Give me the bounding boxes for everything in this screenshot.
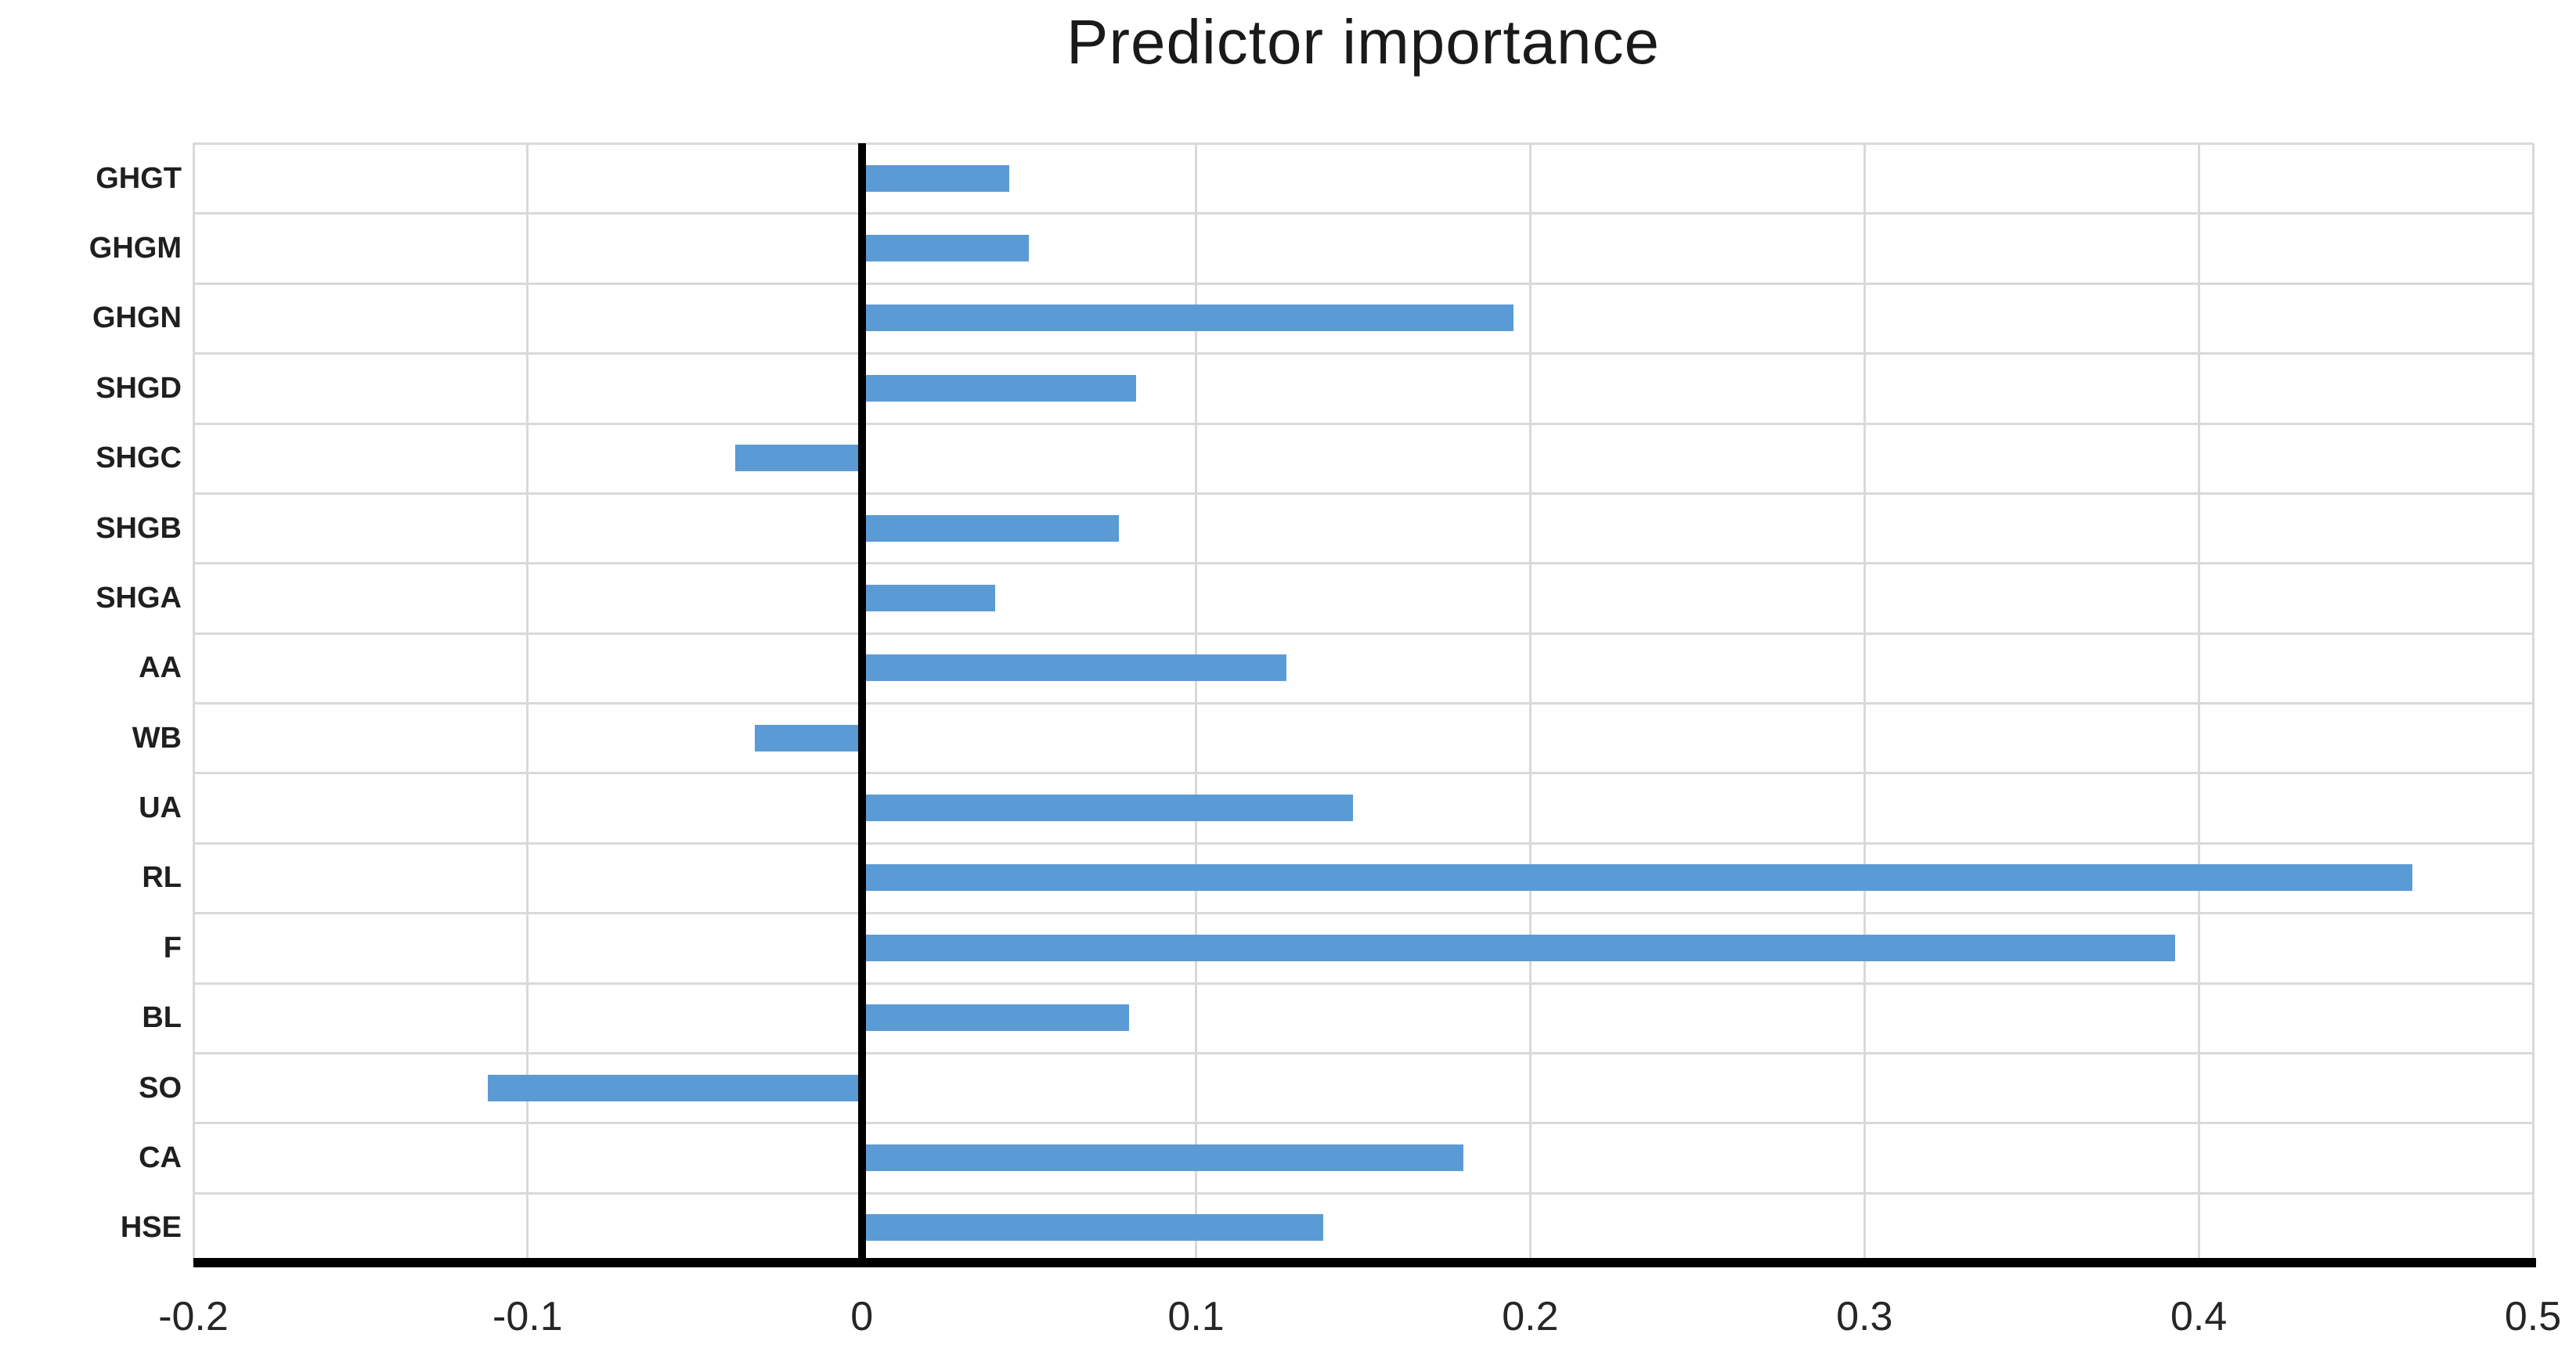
x-axis-line [193, 1258, 2536, 1267]
bar-ghgm [861, 235, 1030, 262]
x-tick-label-0: 0 [850, 1294, 874, 1339]
category-label-ghgn: GHGN [92, 301, 182, 335]
bar-rl [861, 864, 2413, 892]
x-tick-label-0.2: 0.2 [1502, 1294, 1559, 1339]
bar-ghgn [861, 305, 1514, 332]
category-label-ghgm: GHGM [88, 232, 182, 265]
horizontal-gridline [193, 492, 2533, 495]
vertical-gridline [2531, 143, 2535, 1263]
x-tick-label--0.2: -0.2 [158, 1294, 229, 1339]
bar-shgd [861, 374, 1136, 402]
vertical-gridline [1528, 143, 1532, 1263]
category-label-hse: HSE [120, 1211, 182, 1245]
bar-so [487, 1074, 862, 1101]
category-label-f: F [163, 931, 182, 964]
bar-shgb [861, 514, 1120, 542]
horizontal-gridline [193, 982, 2533, 985]
vertical-gridline [1195, 143, 1198, 1263]
x-tick-label-0.5: 0.5 [2504, 1294, 2562, 1339]
x-tick-label-0.4: 0.4 [2170, 1294, 2228, 1339]
category-label-wb: WB [132, 721, 182, 755]
category-label-ghgt: GHGT [96, 161, 182, 195]
category-label-bl: BL [142, 1001, 182, 1035]
category-label-rl: RL [142, 861, 182, 895]
x-tick-label-0.1: 0.1 [1167, 1294, 1225, 1339]
bar-ca [861, 1144, 1464, 1171]
plot-area [192, 142, 2535, 1263]
category-label-shgc: SHGC [96, 442, 182, 475]
horizontal-gridline [193, 212, 2533, 215]
category-label-ca: CA [139, 1141, 182, 1174]
bar-hse [861, 1214, 1323, 1242]
vertical-gridline [2197, 143, 2200, 1263]
vertical-gridline [192, 143, 195, 1263]
category-label-shga: SHGA [96, 581, 182, 615]
category-label-aa: AA [139, 651, 182, 685]
bar-wb [755, 724, 862, 751]
horizontal-gridline [193, 842, 2533, 845]
bar-f [861, 934, 2176, 961]
x-tick-label-0.3: 0.3 [1836, 1294, 1893, 1339]
bar-ua [861, 795, 1354, 822]
horizontal-gridline [193, 1191, 2533, 1195]
horizontal-gridline [193, 562, 2533, 565]
category-label-shgd: SHGD [96, 371, 182, 405]
horizontal-gridline [193, 282, 2533, 285]
category-label-ua: UA [139, 791, 182, 825]
category-label-shgb: SHGB [96, 511, 182, 545]
bar-shgc [734, 445, 862, 472]
horizontal-gridline [193, 1122, 2533, 1125]
horizontal-gridline [193, 422, 2533, 425]
bar-bl [861, 1004, 1130, 1032]
horizontal-gridline [193, 1051, 2533, 1054]
horizontal-gridline [193, 772, 2533, 775]
bar-shga [861, 584, 996, 611]
bar-aa [861, 654, 1286, 682]
chart-title: Predictor importance [1066, 7, 1661, 77]
bar-ghgt [861, 164, 1009, 192]
horizontal-gridline [193, 352, 2533, 355]
category-label-so: SO [139, 1071, 182, 1105]
horizontal-gridline [193, 912, 2533, 915]
horizontal-gridline [193, 702, 2533, 705]
zero-axis-line [857, 143, 866, 1263]
horizontal-gridline [193, 142, 2533, 145]
x-tick-label--0.1: -0.1 [492, 1294, 563, 1339]
vertical-gridline [1863, 143, 1866, 1263]
vertical-gridline [526, 143, 529, 1263]
horizontal-gridline [193, 632, 2533, 635]
